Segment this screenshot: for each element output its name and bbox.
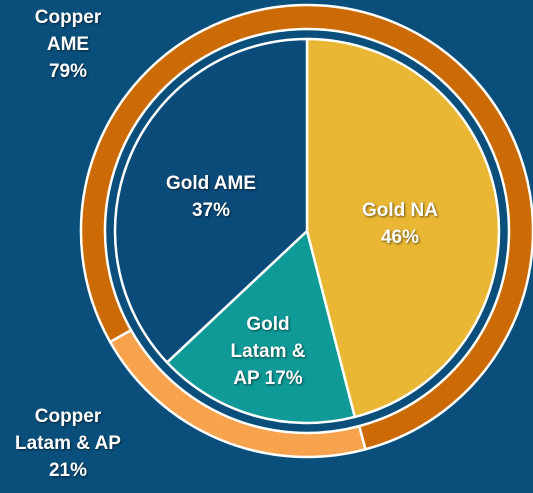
slice-value: 46%	[380, 227, 420, 248]
slice-label: Copper Latam & AP 21%	[7, 403, 129, 484]
pie-slice	[113, 37, 309, 365]
slice-name: Copper AME	[34, 7, 102, 55]
slice-value: 37%	[191, 200, 231, 221]
slice-name: Copper Latam & AP	[15, 406, 121, 454]
slice-value: 21%	[48, 460, 88, 481]
slice-value: 79%	[48, 61, 88, 82]
slice-label: Gold Latam & AP 17%	[225, 311, 311, 392]
slice-label: Gold AME 37%	[146, 170, 276, 224]
slice-value: 17%	[264, 368, 303, 389]
pie-slice	[305, 37, 501, 419]
pie-slice	[165, 228, 357, 425]
ring-segment	[79, 3, 533, 451]
slice-label: Copper AME 79%	[18, 4, 118, 85]
slice-name: Gold Latam & AP	[230, 314, 306, 389]
slice-label: Gold NA 46%	[335, 197, 465, 251]
slice-name: Gold AME	[165, 173, 257, 194]
slice-name: Gold NA	[362, 200, 438, 221]
